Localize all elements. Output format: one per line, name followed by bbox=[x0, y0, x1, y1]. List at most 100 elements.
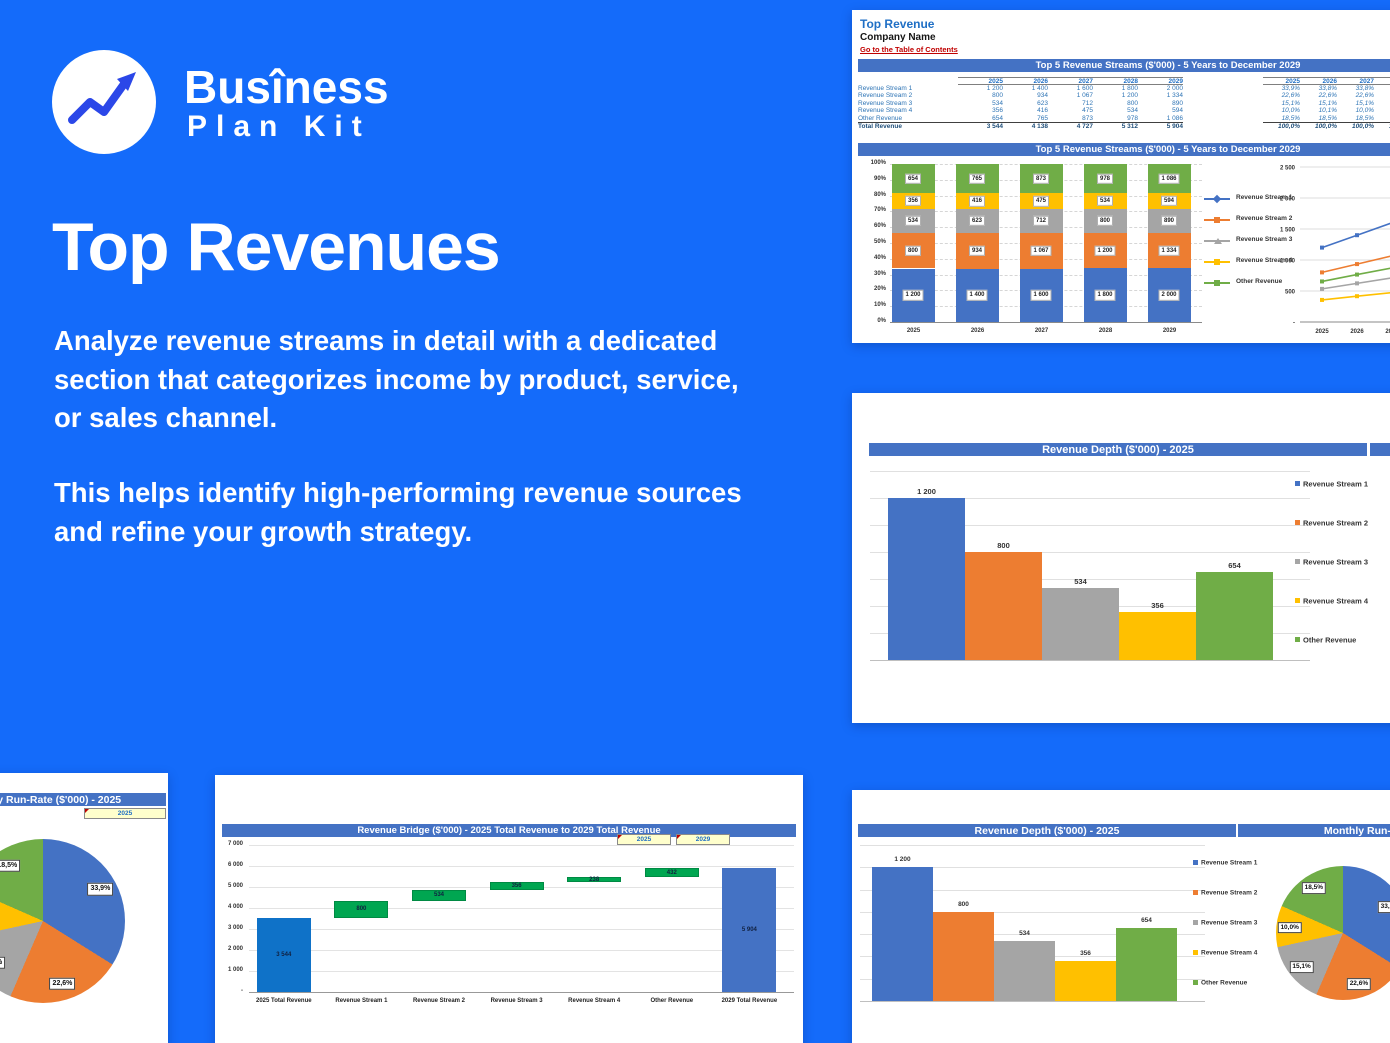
from-year-filter-dropdown[interactable]: 2025 bbox=[617, 834, 671, 845]
gridline bbox=[860, 867, 1205, 869]
gridline bbox=[860, 1001, 1205, 1002]
panel-monthly-run-rate: Monthly Run-Rate ($'000) - 2025 2025 33,… bbox=[0, 773, 168, 1043]
y-axis-tick: - bbox=[1293, 321, 1295, 327]
line-series bbox=[1321, 277, 1390, 290]
from-year-filter-value: 2025 bbox=[636, 836, 652, 843]
table-cell: Revenue Stream 4 bbox=[858, 107, 913, 114]
table-cell: 4 138 bbox=[1003, 122, 1048, 130]
value-label: 1 600 bbox=[1030, 290, 1052, 301]
value-label: 800 bbox=[958, 900, 969, 908]
table-cell bbox=[1183, 85, 1263, 93]
table-cell: Total Revenue bbox=[858, 122, 958, 130]
brand-name-line1: Busîness bbox=[184, 61, 389, 113]
table-cell: 800 bbox=[992, 92, 1003, 99]
dropdown-marker-icon bbox=[85, 809, 89, 813]
panel-revenue-depth: Revenue Depth ($'000) - 2025 1 200 800 534… bbox=[852, 393, 1390, 723]
table-cell: 15,1% bbox=[1281, 99, 1300, 107]
table-cell: 15,1% bbox=[1355, 99, 1374, 107]
legend-marker bbox=[1295, 559, 1300, 565]
value-label: 2 000 bbox=[1158, 290, 1180, 301]
x-axis-label: Revenue Stream 2 bbox=[412, 998, 465, 1004]
year-filter-dropdown[interactable]: 2025 bbox=[84, 808, 166, 819]
table-cell: 10,0% bbox=[1281, 107, 1300, 114]
waterfall-bar bbox=[489, 882, 544, 890]
legend-marker bbox=[1295, 481, 1300, 487]
waterfall-bar bbox=[256, 917, 311, 992]
table-cell: 1 400 bbox=[1031, 84, 1048, 92]
revenue-streams-table: 2025202620272028202920252026202720282029… bbox=[858, 77, 1390, 130]
table-cell: 100,0% bbox=[1263, 122, 1300, 130]
legend-marker bbox=[1295, 637, 1300, 643]
table-cell: 10,1% bbox=[1374, 107, 1390, 115]
value-label: 1 200 bbox=[917, 487, 936, 496]
data-point-marker bbox=[1355, 272, 1359, 277]
brand-name-line2: Plan Kit bbox=[187, 110, 371, 143]
revenue-depth-header-bar-2: Revenue Depth ($'000) - 2025 bbox=[858, 824, 1236, 837]
legend-marker bbox=[1212, 194, 1222, 204]
gridline bbox=[860, 844, 1205, 846]
legend-label: Other Revenue bbox=[1201, 979, 1248, 987]
legend-label: Revenue Stream 3 bbox=[1201, 919, 1258, 927]
legend-label: Revenue Stream 1 bbox=[1303, 479, 1369, 489]
bar bbox=[1196, 571, 1273, 660]
y-axis-tick: 7 000 bbox=[227, 841, 243, 847]
table-row: Revenue Stream 1 1 200 1 400 1 600 1 800 2 00… bbox=[858, 85, 1390, 93]
revenue-depth-header-bar: Revenue Depth ($'000) - 2025 bbox=[869, 443, 1367, 456]
to-year-filter-dropdown[interactable]: 2029 bbox=[676, 834, 730, 845]
table-cell: 22,6% bbox=[1281, 92, 1300, 99]
table-of-contents-link[interactable]: Go to the Table of Contents bbox=[860, 45, 958, 54]
bar bbox=[872, 866, 933, 1001]
x-axis-label: 2026 bbox=[1350, 329, 1364, 335]
legend-item: Revenue Stream 3 bbox=[1295, 553, 1368, 566]
table-cell: Revenue Stream 1 bbox=[858, 84, 913, 92]
data-point-marker bbox=[1320, 270, 1324, 275]
y-axis-tick: 5 000 bbox=[227, 883, 243, 889]
table-cell: 33,9% bbox=[1374, 85, 1390, 93]
table-cell: 2027 bbox=[1337, 77, 1374, 85]
line-series bbox=[1321, 291, 1390, 301]
table-cell: 100,0% bbox=[1300, 122, 1337, 130]
table-cell: 15,1% bbox=[1318, 99, 1337, 107]
dropdown-marker-icon bbox=[618, 835, 622, 839]
legend-label: Revenue Stream 3 bbox=[1236, 236, 1293, 243]
table-cell bbox=[1183, 100, 1263, 108]
table-cell bbox=[1183, 107, 1263, 115]
pie-slice-label: 22,6% bbox=[1346, 978, 1372, 991]
value-label: 356 bbox=[511, 882, 522, 889]
value-label: 1 334 bbox=[1158, 245, 1180, 256]
table-cell: 654 bbox=[992, 114, 1003, 122]
revenue-bridge-header-bar: Revenue Bridge ($'000) - 2025 Total Reve… bbox=[222, 824, 796, 837]
panel-revenue-bridge: Revenue Bridge ($'000) - 2025 Total Reve… bbox=[215, 775, 803, 1043]
legend-marker bbox=[1193, 890, 1198, 896]
table-cell: 2028 bbox=[1093, 77, 1138, 85]
value-label: 416 bbox=[968, 195, 986, 207]
table-header-bar: Top 5 Revenue Streams ($'000) - 5 Years … bbox=[858, 59, 1390, 72]
value-label: 534 bbox=[1019, 930, 1030, 938]
pie-slice-label: 15,1% bbox=[1289, 961, 1314, 973]
data-point-marker bbox=[1320, 286, 1324, 291]
y-axis-tick: 30% bbox=[873, 270, 886, 277]
legend-item: Revenue Stream 1 bbox=[1295, 475, 1368, 488]
to-year-filter-value: 2029 bbox=[695, 836, 711, 843]
legend-item: Other Revenue bbox=[1193, 974, 1248, 987]
value-label: 1 200 bbox=[902, 290, 924, 301]
table-cell: 2025 bbox=[958, 77, 1003, 85]
legend-item: Revenue Stream 3 bbox=[1204, 236, 1314, 246]
legend-marker bbox=[1214, 238, 1222, 244]
revenue-depth-header-bar-continued bbox=[1370, 443, 1390, 456]
waterfall-bar bbox=[644, 868, 699, 878]
table-cell bbox=[1183, 122, 1263, 130]
table-cell: 2026 bbox=[1003, 77, 1048, 85]
x-axis-label: 2027 bbox=[1034, 328, 1049, 334]
table-cell: 765 bbox=[1037, 114, 1048, 122]
y-axis-tick: 90% bbox=[873, 175, 886, 182]
data-point-marker bbox=[1355, 262, 1359, 267]
y-axis-tick: 40% bbox=[873, 254, 886, 261]
table-cell: 33,8% bbox=[1318, 84, 1337, 92]
table-cell: 5 312 bbox=[1093, 122, 1138, 130]
y-axis-tick: 50% bbox=[873, 239, 886, 245]
value-label: 534 bbox=[1074, 576, 1087, 586]
y-axis-tick: 0% bbox=[877, 318, 886, 324]
value-label: 5 904 bbox=[741, 927, 757, 933]
